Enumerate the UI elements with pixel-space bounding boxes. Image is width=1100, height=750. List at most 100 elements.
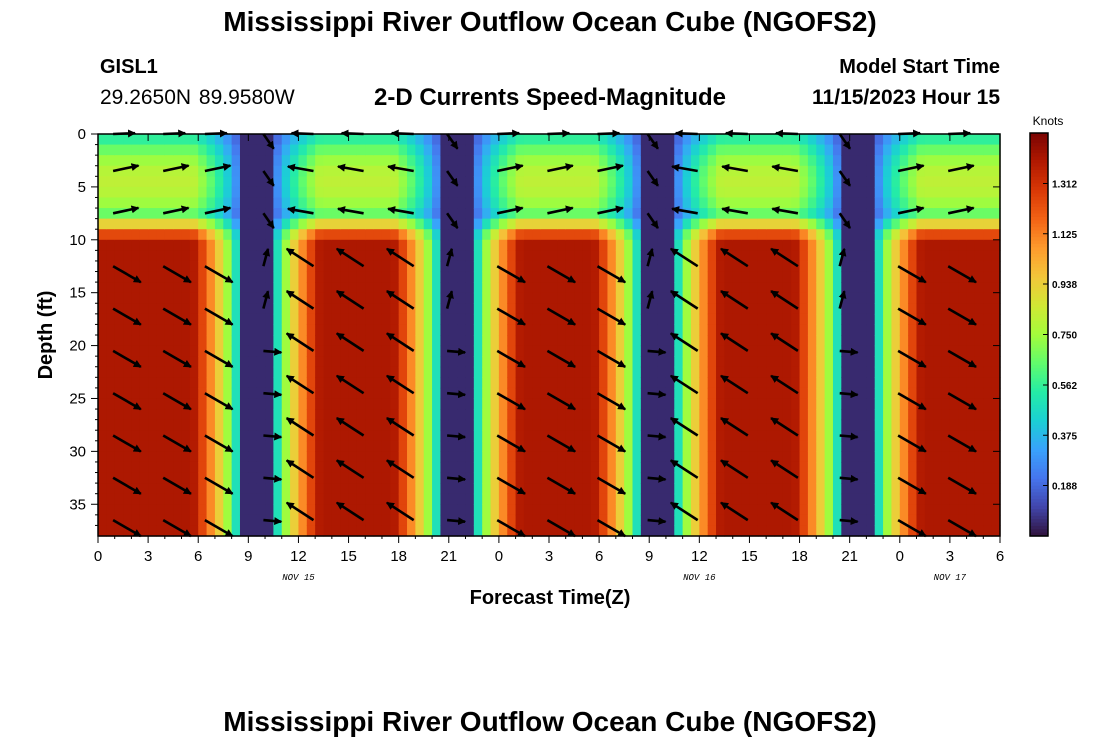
heat-cell — [498, 387, 508, 400]
heat-cell — [574, 398, 584, 410]
heat-cell — [724, 313, 734, 326]
heat-cell — [933, 292, 943, 304]
heat-cell — [874, 387, 884, 400]
heat-cell — [248, 155, 258, 167]
heat-cell — [607, 324, 617, 336]
heat-cell — [816, 461, 826, 474]
heat-cell — [949, 282, 959, 294]
heat-cell — [265, 483, 274, 495]
heat-cell — [791, 398, 801, 410]
heat-cell — [123, 165, 133, 177]
current-vector-arrow — [669, 247, 699, 268]
heat-cell — [482, 229, 492, 241]
heat-cell — [523, 345, 533, 357]
colorbar-segment — [1030, 415, 1048, 420]
y-tick-label: 30 — [69, 443, 86, 460]
heat-cell — [432, 525, 442, 537]
heat-cell — [315, 313, 325, 326]
heat-cell — [874, 472, 884, 484]
heat-cell — [657, 335, 667, 347]
current-vector-arrow — [285, 247, 315, 268]
heat-cell — [674, 218, 684, 230]
heat-cell — [281, 335, 291, 347]
heat-cell — [949, 366, 959, 378]
heat-cell — [615, 260, 625, 273]
heat-cell — [156, 483, 166, 495]
heat-cell — [866, 472, 876, 484]
heat-cell — [432, 461, 442, 474]
heat-cell — [231, 271, 241, 283]
heat-cell — [198, 356, 208, 368]
current-vector-arrow — [112, 392, 142, 411]
heat-cell — [164, 504, 174, 516]
heat-cell — [590, 282, 600, 294]
heat-cell — [214, 387, 224, 400]
heat-cell — [98, 282, 107, 294]
heat-cell — [290, 356, 300, 368]
heat-cell — [549, 303, 558, 315]
heat-cell — [991, 483, 1001, 495]
heat-cell — [799, 345, 809, 357]
heat-cell — [265, 324, 274, 336]
heat-cell — [807, 165, 817, 177]
heat-cell — [98, 377, 107, 389]
heat-cell — [415, 377, 425, 389]
heat-cell — [523, 165, 533, 177]
heat-cell — [858, 197, 867, 209]
heat-cell — [306, 377, 316, 389]
heat-cell — [732, 134, 742, 146]
heat-cell — [874, 260, 884, 273]
heat-cell — [549, 430, 558, 442]
heat-cell — [164, 366, 174, 378]
heat-cell — [557, 186, 567, 199]
heat-cell — [766, 155, 776, 167]
heat-cell — [983, 197, 993, 209]
heat-cell — [223, 292, 233, 304]
heat-cell — [415, 324, 425, 336]
heat-cell — [924, 504, 934, 516]
heat-cell — [774, 366, 784, 378]
heat-cell — [515, 292, 525, 304]
heat-cell — [206, 451, 216, 463]
heat-cell — [782, 493, 792, 505]
heat-cell — [774, 313, 784, 326]
heat-cell — [924, 377, 934, 389]
heat-cell — [924, 345, 934, 357]
heat-cell — [782, 451, 792, 463]
heat-cell — [189, 525, 199, 537]
heat-cell — [214, 440, 224, 452]
heat-cell — [908, 134, 918, 146]
heat-cell — [699, 197, 709, 209]
heat-cell — [716, 493, 725, 505]
heat-cell — [824, 409, 834, 421]
heat-cell — [632, 377, 642, 389]
heat-cell — [741, 282, 751, 294]
heat-cell — [958, 144, 968, 156]
heat-cell — [181, 514, 191, 527]
heat-cell — [883, 504, 893, 516]
heat-cell — [665, 483, 675, 495]
heat-cell — [306, 313, 316, 326]
heat-cell — [749, 271, 759, 283]
current-vector-arrow — [546, 476, 576, 495]
heat-cell — [682, 313, 692, 326]
heat-cell — [924, 313, 934, 326]
heat-cell — [557, 419, 567, 431]
colorbar-segment — [1030, 475, 1048, 480]
heat-cell — [390, 398, 400, 410]
heat-cell — [248, 260, 258, 273]
heat-cell — [498, 134, 508, 146]
heat-cell — [239, 398, 249, 410]
heat-cell — [290, 398, 300, 410]
heat-cell — [599, 440, 609, 452]
heat-cell — [991, 197, 1001, 209]
heat-cell — [916, 430, 926, 442]
heat-cell — [891, 165, 901, 177]
heat-cell — [290, 313, 300, 326]
heat-cell — [239, 514, 249, 527]
heat-cell — [883, 260, 893, 273]
heat-cell — [599, 197, 609, 209]
heat-cell — [924, 461, 934, 474]
heat-cell — [607, 176, 617, 188]
heat-cell — [607, 165, 617, 177]
